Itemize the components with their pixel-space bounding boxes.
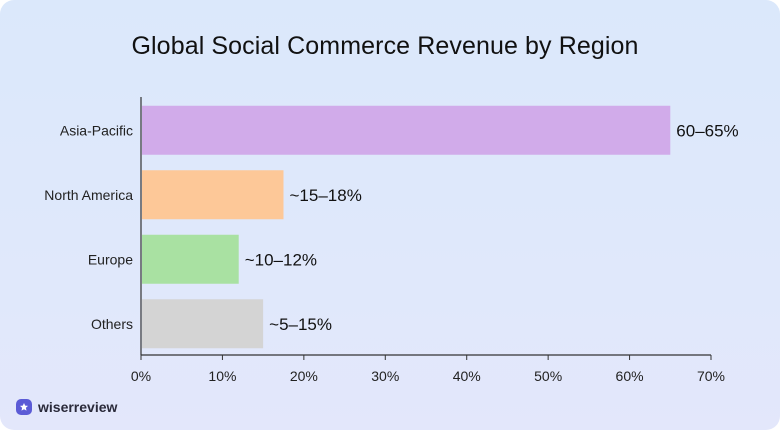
x-tick-label: 50% (534, 368, 562, 384)
category-label-asia-pacific: Asia-Pacific (60, 122, 133, 138)
x-tick-label: 0% (131, 368, 151, 384)
value-label-asia-pacific: 60–65% (676, 121, 738, 140)
category-label-north-america: North America (44, 187, 133, 203)
x-tick-label: 30% (371, 368, 399, 384)
value-label-europe: ~10–12% (245, 250, 317, 269)
x-tick-label: 40% (453, 368, 481, 384)
value-label-others: ~5–15% (269, 315, 332, 334)
category-label-europe: Europe (88, 251, 133, 267)
brand-logo: wiserreview (16, 399, 117, 415)
x-ticks: 0% 10% 20% 30% 40% 50% 60% 70% (131, 355, 725, 384)
bars-layer (142, 105, 671, 349)
labels-layer: Asia-Pacific 60–65% North America ~15–18% Eu… (44, 121, 738, 334)
x-tick-label: 10% (208, 368, 236, 384)
value-label-north-america: ~15–18% (290, 186, 362, 205)
bar-europe (142, 234, 239, 284)
x-tick-label: 70% (697, 368, 725, 384)
star-badge-icon (16, 399, 32, 415)
x-tick-label: 60% (616, 368, 644, 384)
brand-name: wiserreview (38, 399, 118, 415)
bar-others (142, 299, 264, 349)
category-label-others: Others (91, 316, 133, 332)
bar-north-america (142, 170, 284, 220)
x-tick-label: 20% (290, 368, 318, 384)
chart-title: Global Social Commerce Revenue by Region (131, 32, 639, 60)
bar-asia-pacific (142, 105, 671, 155)
